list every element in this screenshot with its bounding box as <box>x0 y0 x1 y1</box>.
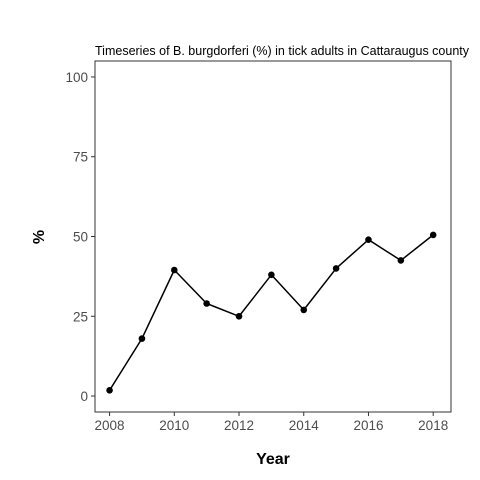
data-point <box>203 300 210 307</box>
data-point <box>365 236 372 243</box>
data-point <box>268 271 275 279</box>
y-axis-title: % <box>31 230 48 244</box>
data-point <box>170 266 178 274</box>
data-point <box>332 265 340 272</box>
y-tick-label: 75 <box>73 150 88 165</box>
y-tick-label: 50 <box>73 230 88 245</box>
chart-title: Timeseries of B. burgdorferi (%) in tick… <box>95 44 470 58</box>
x-tick-label: 2008 <box>95 418 125 433</box>
data-point <box>429 231 437 239</box>
x-tick-label: 2016 <box>353 418 383 433</box>
x-tick-label: 2012 <box>224 418 254 433</box>
y-tick-label: 0 <box>80 389 88 404</box>
data-point <box>235 312 243 320</box>
y-tick-label: 25 <box>73 309 88 324</box>
data-point <box>397 257 405 264</box>
plot-area <box>106 231 437 394</box>
x-tick-label: 2018 <box>418 418 448 433</box>
x-tick-label: 2010 <box>159 418 189 433</box>
data-point <box>106 387 113 394</box>
data-point <box>138 335 146 342</box>
y-tick-label: 100 <box>65 70 88 85</box>
y-axis: 0 25 50 75 100 <box>65 70 95 404</box>
x-tick-label: 2014 <box>289 418 320 433</box>
data-point <box>300 306 308 314</box>
x-axis-title: Year <box>256 451 290 468</box>
x-axis: 2008 2010 2012 2014 2016 2018 <box>95 412 448 433</box>
